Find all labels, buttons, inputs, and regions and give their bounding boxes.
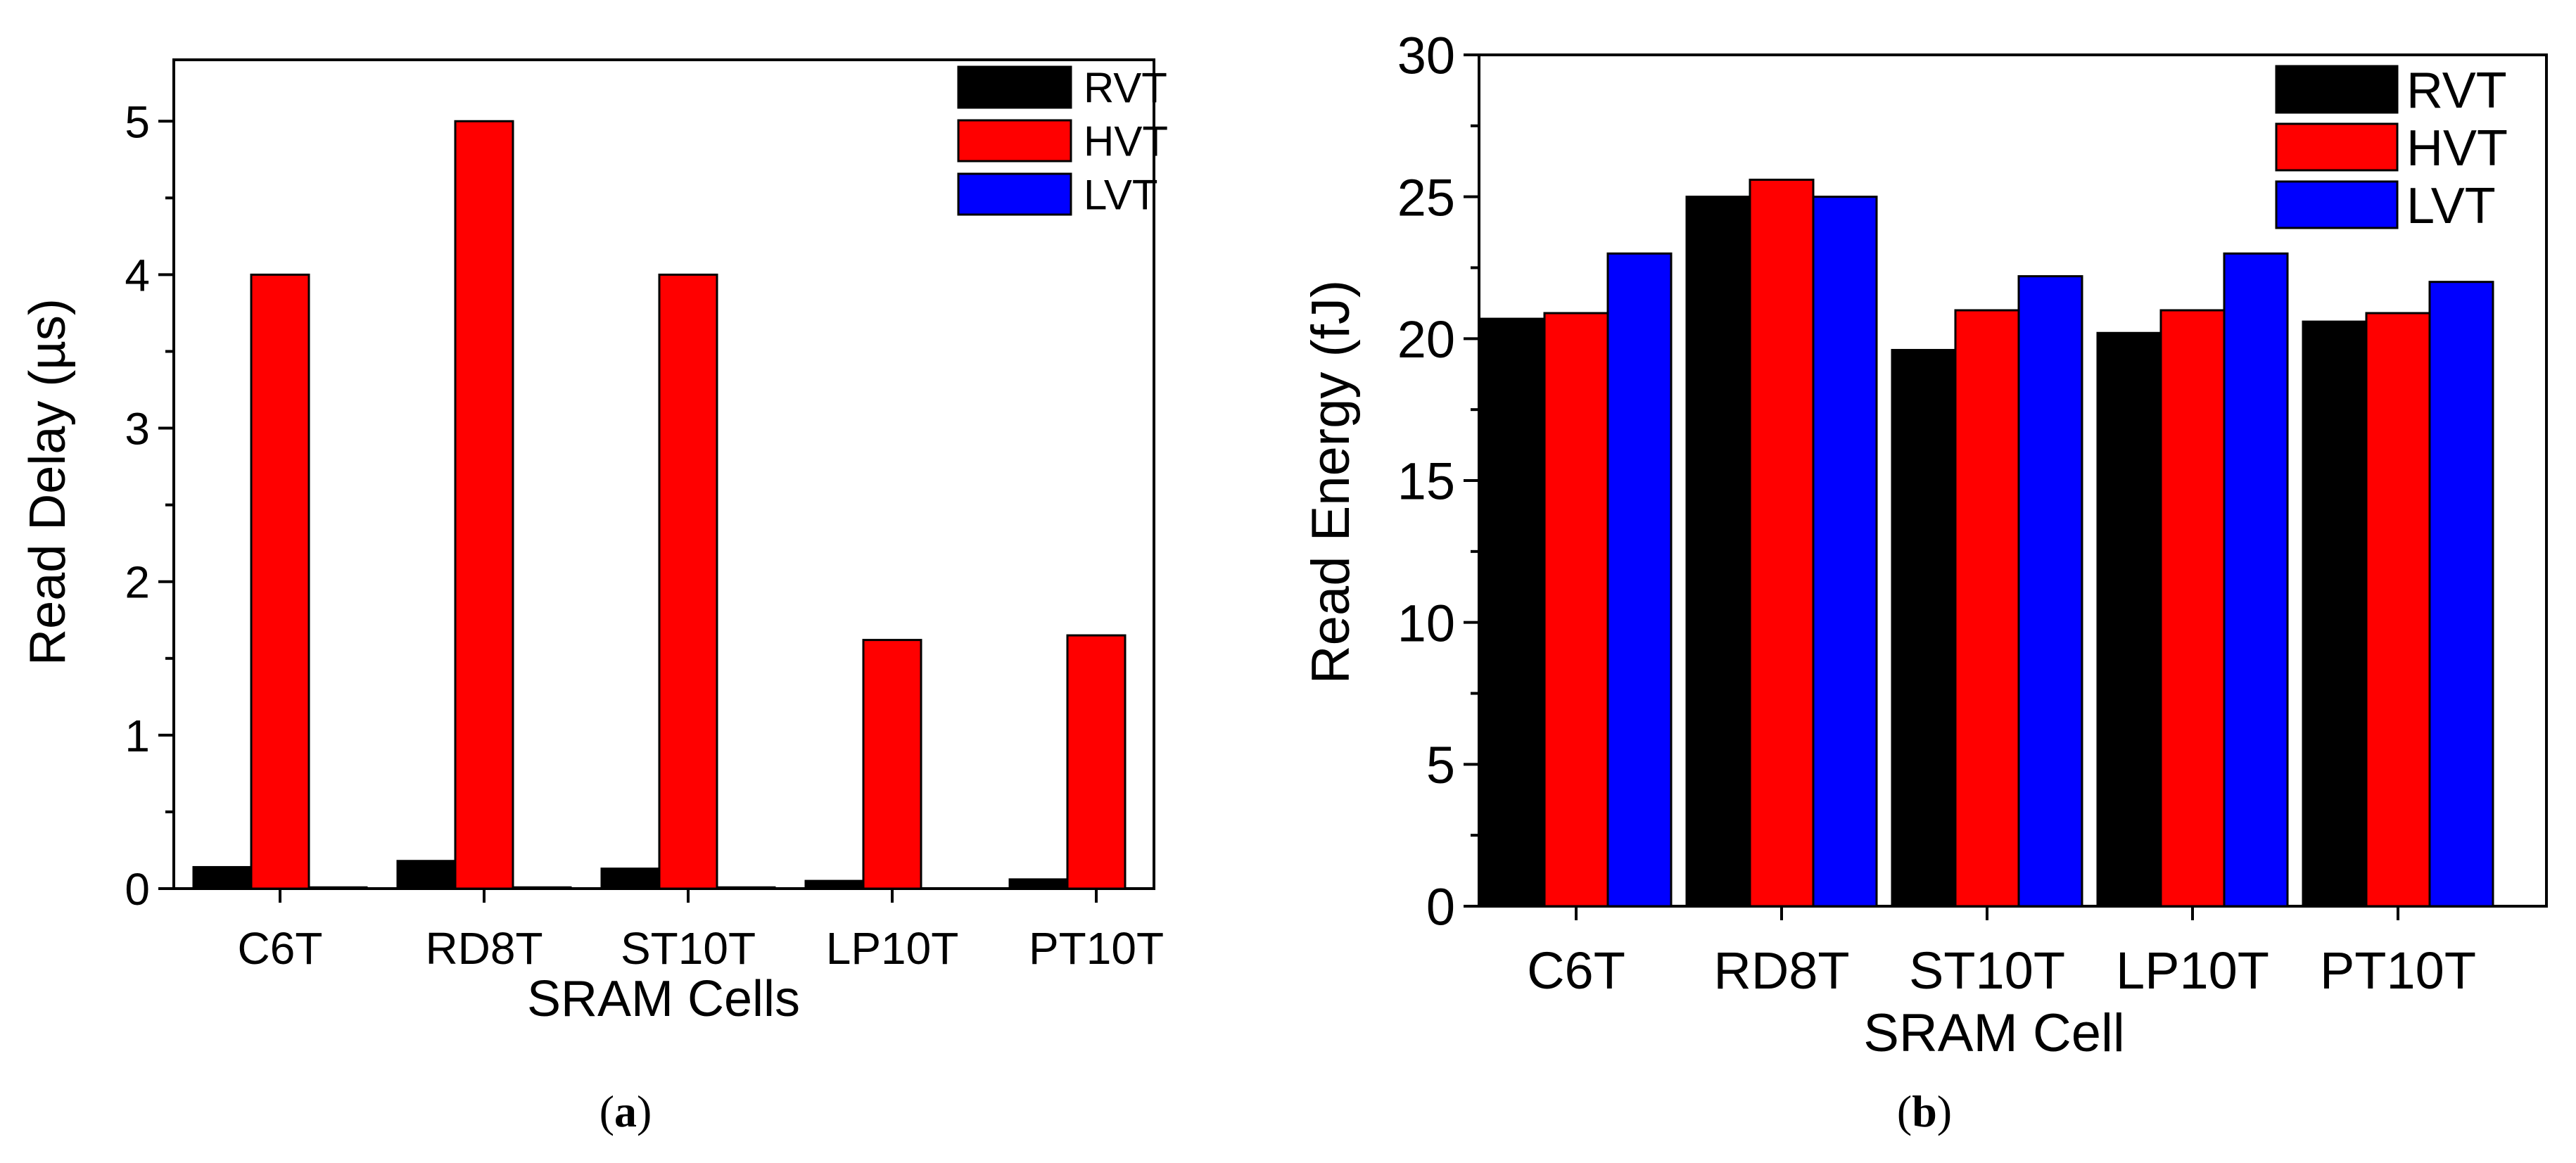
- bar-hvt-pt10t: [1066, 634, 1127, 890]
- bar-hvt-c6t: [250, 273, 310, 890]
- panel-label: a: [614, 1086, 637, 1136]
- bar-hvt-lp10t: [862, 639, 922, 890]
- y-axis: 0 1 2 3 4 5: [125, 96, 174, 915]
- bar-hvt-rd8t: [454, 120, 514, 890]
- bar-lvt-st10t: [2017, 275, 2083, 908]
- x-tick-label: ST10T: [1909, 941, 2065, 1000]
- legend-label-rvt: RVT: [2406, 63, 2507, 119]
- bar-rvt-c6t: [1480, 317, 1546, 908]
- y-tick-label: 25: [1397, 168, 1455, 227]
- bar-lvt-st10t: [716, 886, 776, 890]
- bar-hvt-pt10t: [2365, 312, 2431, 908]
- x-axis: C6T RD8T ST10T LP10T PT10T: [1527, 906, 2476, 1000]
- panel-caption: (b): [1897, 1086, 1952, 1136]
- legend-label-hvt: HVT: [1084, 118, 1168, 165]
- x-tick-label: LP10T: [2116, 941, 2269, 1000]
- y-tick-label: 15: [1397, 452, 1455, 511]
- bar-lvt-c6t: [307, 886, 368, 890]
- legend-swatch-lvt: [957, 172, 1072, 216]
- y-tick-label: 5: [1426, 736, 1455, 794]
- bar-lvt-lp10t: [2223, 252, 2289, 908]
- x-tick-label: RD8T: [1713, 941, 1849, 1000]
- bar-hvt-rd8t: [1749, 178, 1815, 908]
- y-axis-label: Read Energy (fJ): [1301, 280, 1361, 684]
- x-tick-label: PT10T: [1029, 923, 1164, 974]
- bar-rvt-pt10t: [1008, 878, 1069, 890]
- bar-hvt-st10t: [1954, 309, 2020, 908]
- bar-hvt-c6t: [1543, 312, 1609, 908]
- legend-label-hvt: HVT: [2406, 120, 2508, 177]
- bar-rvt-c6t: [192, 865, 253, 890]
- bar-rvt-lp10t: [804, 879, 865, 890]
- legend-swatch-hvt: [957, 119, 1072, 163]
- bar-rvt-lp10t: [2096, 331, 2162, 908]
- legend-label-rvt: RVT: [1084, 65, 1167, 112]
- y-axis-label: Read Delay (µs): [20, 298, 76, 666]
- panel-label: b: [1912, 1086, 1937, 1136]
- y-tick-label: 0: [1426, 878, 1455, 936]
- y-tick-label: 4: [125, 250, 150, 300]
- legend: RVT HVT LVT: [957, 65, 1168, 219]
- legend-label-lvt: LVT: [1084, 172, 1158, 219]
- y-axis: 0 5 10 15 20 25 30: [1397, 27, 1479, 936]
- y-tick-label: 0: [125, 864, 150, 915]
- y-tick-label: 2: [125, 557, 150, 608]
- bar-rvt-st10t: [600, 868, 661, 890]
- bar-rvt-st10t: [1891, 348, 1957, 908]
- legend-swatch-rvt: [957, 65, 1072, 109]
- x-tick-label: PT10T: [2320, 941, 2476, 1000]
- y-tick-label: 1: [125, 711, 150, 761]
- panel-caption: (a): [599, 1086, 652, 1136]
- x-tick-label: RD8T: [425, 923, 543, 974]
- y-tick-label: 30: [1397, 27, 1455, 85]
- bars: [1480, 178, 2494, 908]
- bars: [192, 120, 1127, 890]
- y-tick-label: 10: [1397, 594, 1455, 652]
- bar-lvt-rd8t: [512, 886, 572, 890]
- x-axis: C6T RD8T ST10T LP10T PT10T: [238, 889, 1164, 974]
- bar-rvt-pt10t: [2302, 320, 2368, 908]
- x-tick-label: LP10T: [826, 923, 959, 974]
- bar-rvt-rd8t: [1685, 196, 1751, 908]
- bar-lvt-c6t: [1606, 252, 1673, 908]
- x-tick-label: C6T: [238, 923, 323, 974]
- bar-lvt-pt10t: [2428, 281, 2494, 908]
- x-axis-label: SRAM Cells: [527, 971, 800, 1027]
- x-axis-label: SRAM Cell: [1863, 1003, 2125, 1063]
- y-tick-label: 3: [125, 404, 150, 455]
- legend-label-lvt: LVT: [2406, 178, 2496, 234]
- bar-hvt-st10t: [658, 273, 718, 890]
- y-tick-label: 20: [1397, 310, 1455, 369]
- x-tick-label: C6T: [1527, 941, 1625, 1000]
- read-energy-chart: 0 5 10 15 20 25 30 C6T RD8T ST10T LP10T PT10T RVTH…: [1301, 27, 2548, 1136]
- legend-swatch-hvt: [2275, 122, 2399, 172]
- bar-rvt-rd8t: [396, 860, 457, 890]
- bar-hvt-lp10t: [2159, 309, 2226, 908]
- legend-swatch-rvt: [2275, 65, 2399, 114]
- legend-swatch-lvt: [2275, 180, 2399, 229]
- bar-lvt-rd8t: [1812, 196, 1878, 908]
- x-tick-label: ST10T: [621, 923, 756, 974]
- y-tick-label: 5: [125, 96, 150, 147]
